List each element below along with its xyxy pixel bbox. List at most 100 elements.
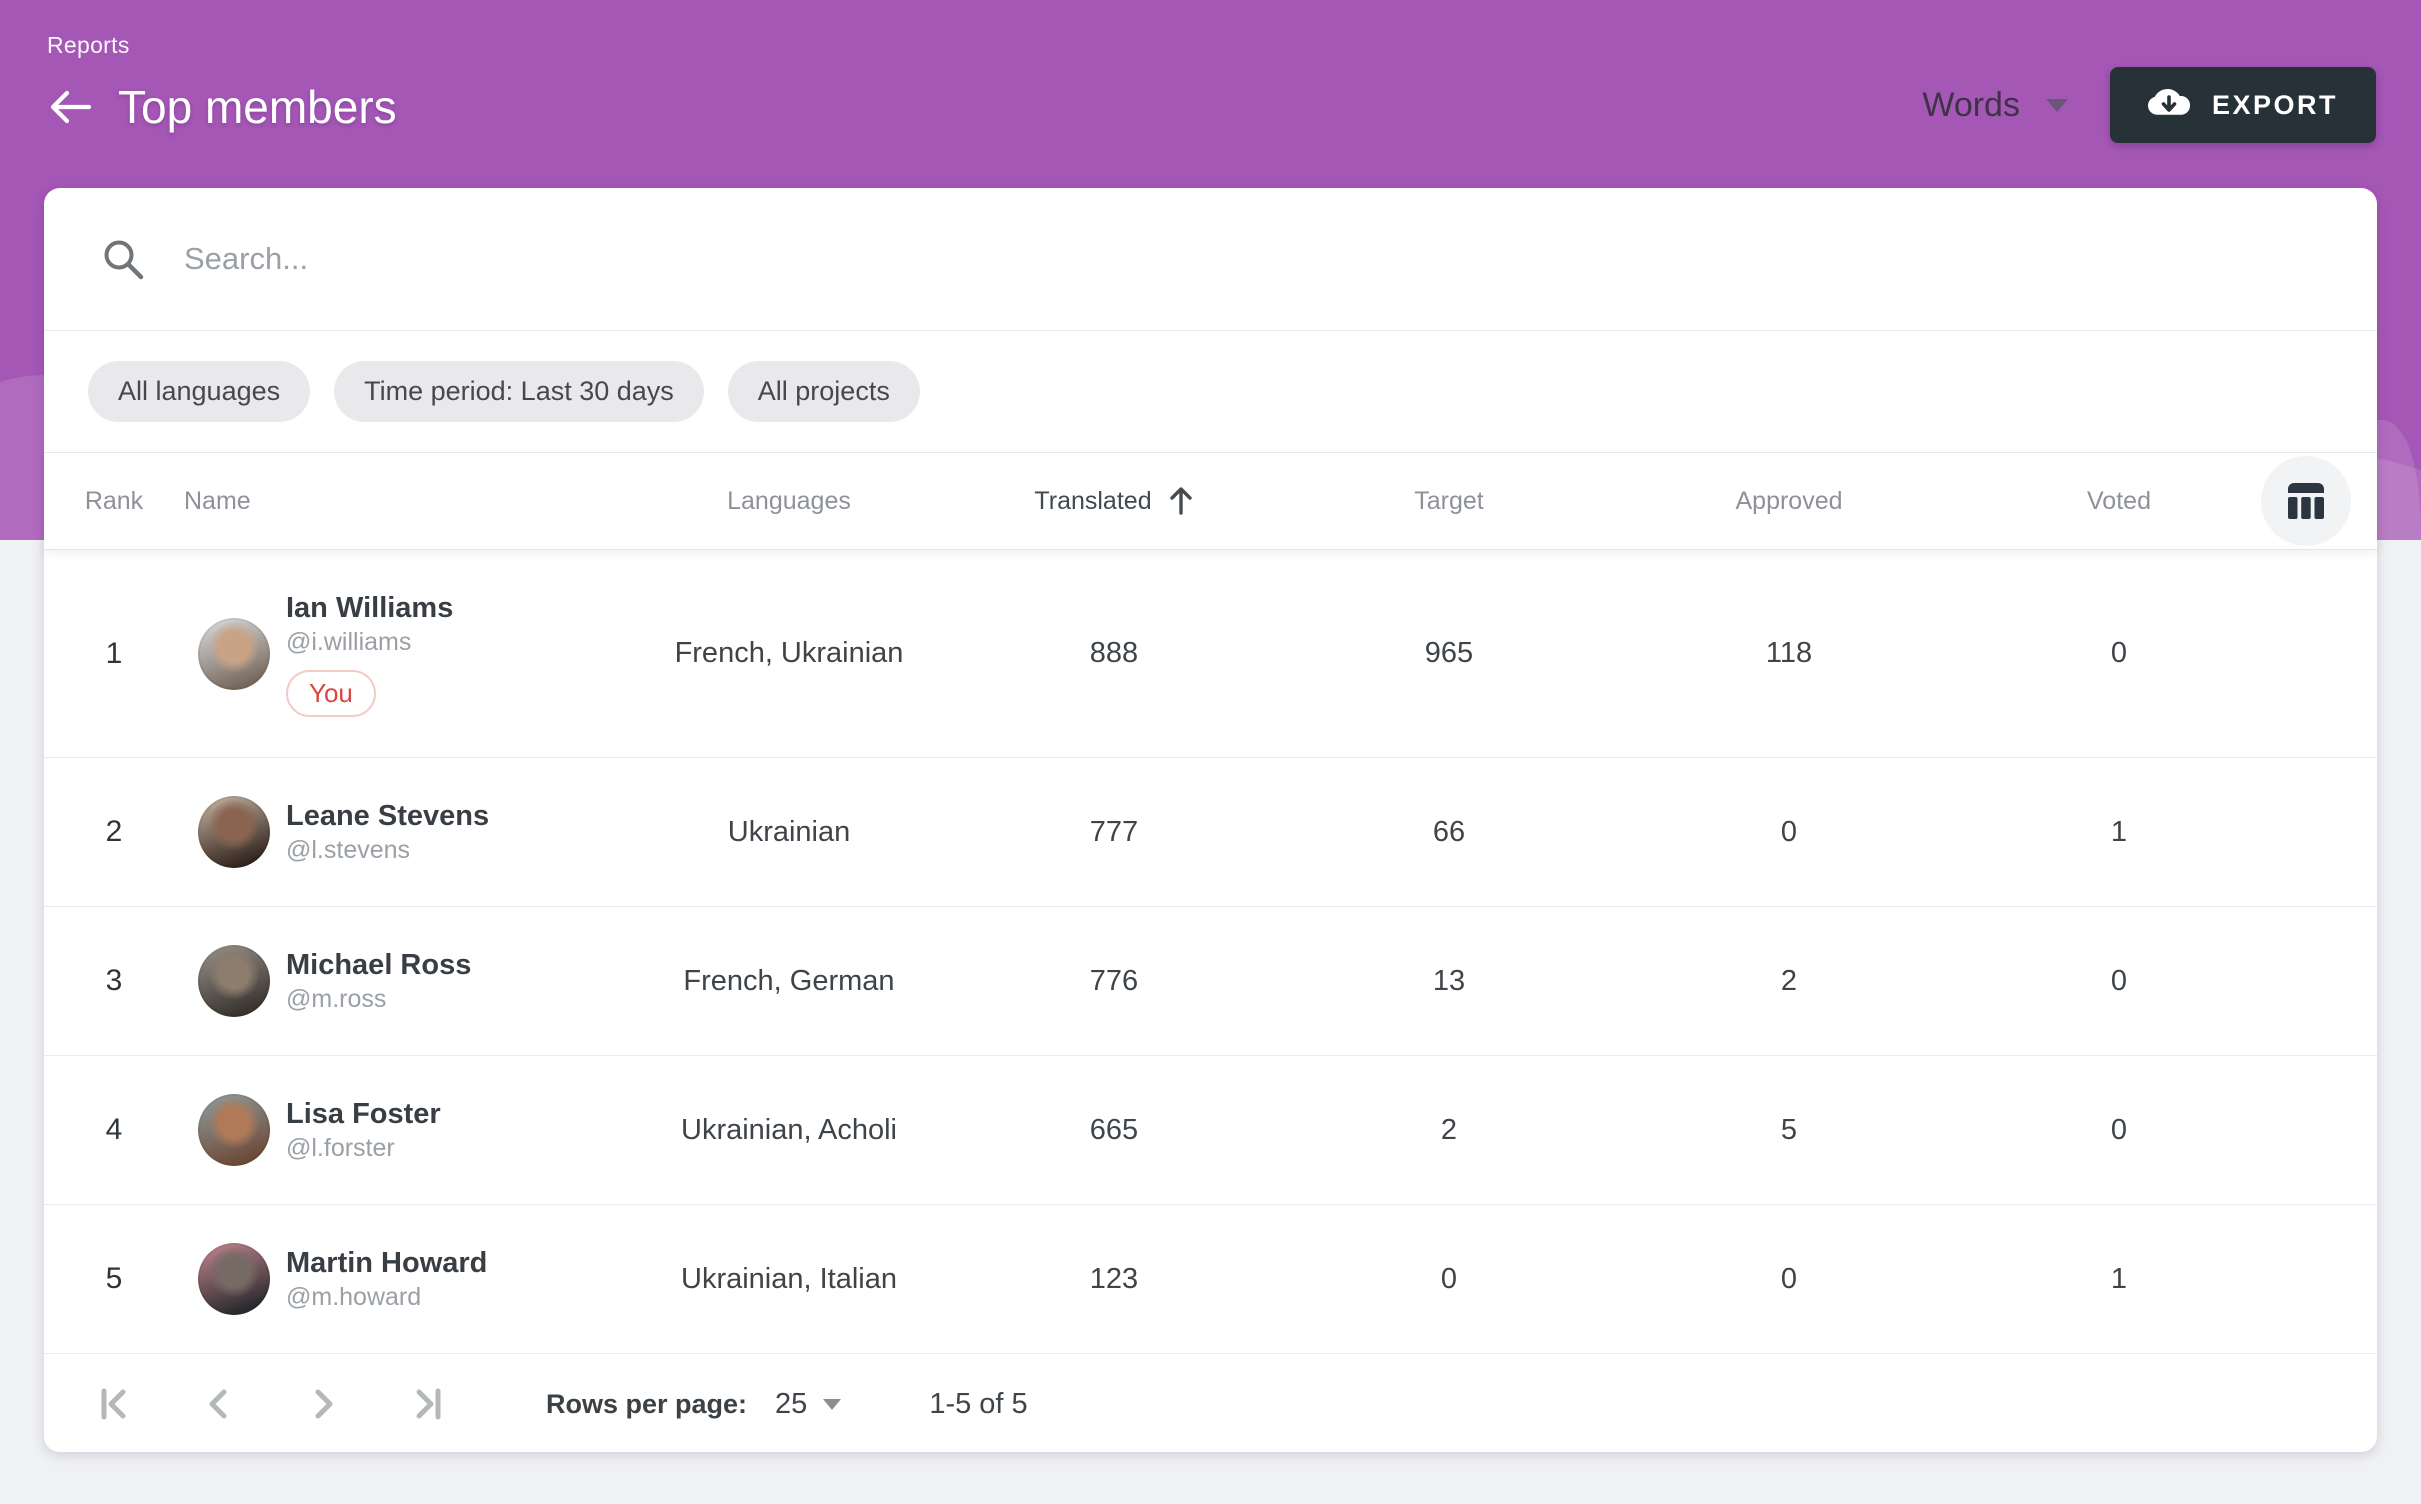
target-value: 13 [1432, 964, 1466, 997]
languages-value: Ukrainian, Italian [681, 1262, 897, 1295]
filter-chip-time-period[interactable]: Time period: Last 30 days [334, 361, 704, 422]
member-cell: Lisa Foster @l.forster [184, 1094, 624, 1166]
member-handle: @m.ross [286, 984, 387, 1013]
chevron-right-icon [315, 1389, 333, 1419]
column-header-approved[interactable]: Approved [1735, 486, 1843, 515]
member-handle: @l.stevens [286, 835, 411, 864]
sort-ascending-icon [1169, 487, 1192, 515]
export-button-label: EXPORT [2211, 89, 2338, 120]
avatar [198, 617, 270, 690]
member-handle: @i.williams [286, 627, 412, 656]
export-button[interactable]: EXPORT [2109, 67, 2376, 143]
column-header-voted[interactable]: Voted [2087, 486, 2151, 515]
column-header-languages[interactable]: Languages [727, 486, 851, 515]
table-row[interactable]: 1 Ian Williams @i.williams You French, U… [44, 550, 2377, 758]
table-row[interactable]: 5 Martin Howard @m.howard Ukrainian, Ita… [44, 1205, 2377, 1354]
translated-value: 888 [1089, 637, 1139, 669]
report-unit-dropdown[interactable]: Words [1922, 86, 2068, 125]
member-name: Michael Ross [286, 948, 472, 981]
member-cell: Leane Stevens @l.stevens [184, 796, 624, 868]
languages-value: French, German [683, 964, 895, 997]
search-icon [104, 240, 144, 280]
member-cell: Ian Williams @i.williams You [184, 590, 624, 718]
pagination-range: 1-5 of 5 [929, 1387, 1028, 1420]
back-arrow-icon [50, 90, 92, 124]
approved-value: 5 [1780, 1113, 1798, 1146]
approved-value: 0 [1780, 815, 1798, 848]
report-unit-value: Words [1922, 85, 2020, 124]
rank-value: 3 [105, 964, 123, 997]
voted-value: 1 [2110, 815, 2128, 848]
column-settings-button[interactable] [2261, 456, 2351, 546]
search-input[interactable] [182, 240, 2321, 278]
member-name: Martin Howard [286, 1246, 488, 1279]
member-cell: Martin Howard @m.howard [184, 1243, 624, 1315]
column-header-translated-label: Translated [1034, 486, 1152, 515]
columns-icon [2288, 483, 2324, 519]
voted-value: 0 [2110, 1113, 2128, 1146]
languages-value: Ukrainian, Acholi [681, 1113, 897, 1146]
target-value: 66 [1432, 815, 1466, 848]
target-value: 965 [1424, 637, 1474, 669]
languages-value: French, Ukrainian [674, 637, 904, 669]
voted-value: 0 [2110, 964, 2128, 997]
filter-chips: All languages Time period: Last 30 days … [44, 331, 2377, 453]
translated-value: 665 [1089, 1113, 1139, 1146]
last-page-icon [416, 1388, 441, 1420]
voted-value: 0 [2110, 637, 2128, 669]
member-name: Leane Stevens [286, 799, 490, 832]
rank-value: 5 [105, 1262, 123, 1295]
translated-value: 777 [1089, 815, 1139, 848]
rank-value: 1 [105, 636, 123, 670]
member-handle: @l.forster [286, 1133, 395, 1162]
first-page-icon [101, 1388, 126, 1420]
breadcrumb[interactable]: Reports [47, 32, 130, 58]
filter-chip-languages[interactable]: All languages [88, 361, 311, 422]
table-row[interactable]: 3 Michael Ross @m.ross French, German 77… [44, 907, 2377, 1056]
member-cell: Michael Ross @m.ross [184, 945, 624, 1017]
table-row[interactable]: 4 Lisa Foster @l.forster Ukrainian, Acho… [44, 1056, 2377, 1205]
chevron-left-icon [209, 1389, 227, 1419]
search-bar [44, 188, 2377, 331]
chevron-down-icon [2045, 98, 2068, 112]
rows-per-page-label: Rows per page: [546, 1388, 748, 1419]
back-button[interactable] [44, 81, 96, 133]
previous-page-button[interactable] [196, 1381, 242, 1427]
column-header-translated[interactable]: Translated [954, 486, 1274, 516]
table-row[interactable]: 2 Leane Stevens @l.stevens Ukrainian 777… [44, 758, 2377, 907]
rank-value: 2 [105, 815, 123, 848]
page-title: Top members [118, 81, 397, 133]
table-body: 1 Ian Williams @i.williams You French, U… [44, 550, 2377, 1356]
member-name: Lisa Foster [286, 1097, 441, 1130]
column-header-rank[interactable]: Rank [84, 486, 144, 515]
pagination-bar: Rows per page: 25 1-5 of 5 [44, 1356, 2377, 1452]
approved-value: 0 [1780, 1262, 1798, 1295]
first-page-button[interactable] [92, 1381, 138, 1427]
last-page-button[interactable] [404, 1381, 450, 1427]
avatar [198, 796, 270, 868]
languages-value: Ukrainian [727, 815, 851, 848]
report-card: All languages Time period: Last 30 days … [44, 188, 2377, 1452]
avatar [198, 945, 270, 1017]
rows-per-page-select[interactable]: 25 [775, 1387, 842, 1421]
next-page-button[interactable] [300, 1381, 346, 1427]
you-badge: You [286, 670, 376, 718]
translated-value: 123 [1089, 1262, 1139, 1295]
filter-chip-projects[interactable]: All projects [727, 361, 920, 422]
chevron-down-icon [823, 1398, 842, 1410]
member-name: Ian Williams [286, 591, 454, 624]
rows-per-page-value: 25 [775, 1387, 808, 1420]
column-header-name[interactable]: Name [184, 486, 251, 515]
target-value: 2 [1440, 1113, 1458, 1146]
voted-value: 1 [2110, 1262, 2128, 1295]
table-header: Rank Name Languages Translated Target Ap… [44, 453, 2377, 550]
target-value: 0 [1440, 1262, 1458, 1295]
member-handle: @m.howard [286, 1282, 422, 1311]
translated-value: 776 [1089, 964, 1139, 997]
rank-value: 4 [105, 1113, 123, 1146]
cloud-download-icon [2147, 89, 2190, 115]
approved-value: 2 [1780, 964, 1798, 997]
avatar [198, 1243, 270, 1315]
column-header-target[interactable]: Target [1414, 486, 1484, 515]
